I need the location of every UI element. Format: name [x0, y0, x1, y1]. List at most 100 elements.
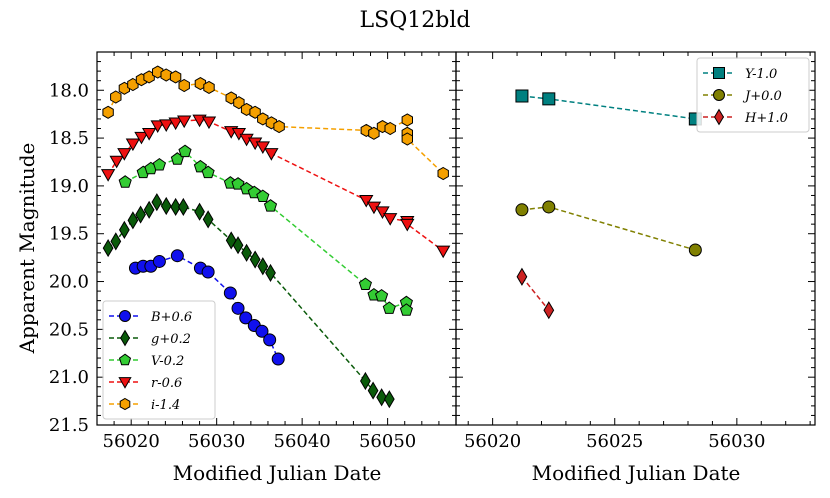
legend-marker-jp00 [713, 89, 725, 101]
data-point-im14 [194, 77, 207, 91]
series-line-rm06 [107, 119, 444, 252]
data-point-vm02 [178, 144, 192, 158]
data-point-rm06 [150, 120, 165, 133]
data-point-im14 [110, 90, 122, 104]
data-point-rm06 [359, 194, 374, 208]
data-point-bp06 [201, 265, 215, 279]
data-point-gp02 [232, 236, 244, 255]
data-point-vm02 [256, 189, 270, 202]
legend-marker-im14 [119, 397, 131, 411]
data-point-rm06 [400, 218, 415, 232]
data-point-bp06 [170, 249, 184, 263]
data-point-gp02 [177, 197, 189, 217]
legend-marker-gp02 [120, 329, 130, 347]
data-point-gp02 [160, 196, 172, 216]
data-point-gp02 [170, 197, 182, 217]
data-point-gp02 [143, 200, 155, 219]
legend-marker-hp10 [714, 108, 724, 126]
data-point-vm02 [152, 157, 166, 171]
left-x-tick-label: 56020 [103, 431, 160, 452]
data-point-vm02 [375, 288, 389, 302]
y-tick-label: 21.0 [49, 367, 89, 388]
data-point-gp02 [135, 205, 146, 224]
data-point-bp06 [223, 286, 237, 300]
data-point-vm02 [263, 199, 278, 212]
legend-label-ym10: Y-1.0 [745, 67, 777, 82]
data-point-rm06 [141, 127, 157, 141]
data-point-hp10 [543, 301, 555, 320]
data-point-bp06 [271, 352, 285, 366]
data-point-rm06 [117, 148, 132, 161]
data-point-jp00 [688, 243, 702, 257]
data-point-gp02 [249, 250, 261, 269]
data-point-im14 [273, 120, 285, 134]
data-point-ym10 [542, 92, 556, 106]
data-point-rm06 [177, 115, 192, 129]
right-axes-frame [455, 51, 816, 426]
data-point-gp02 [241, 243, 252, 262]
data-point-rm06 [125, 138, 141, 152]
left-x-tick-label: 56040 [274, 431, 331, 452]
data-point-gp02 [110, 232, 122, 251]
data-point-rm06 [201, 116, 217, 130]
data-point-im14 [178, 78, 190, 93]
legend-label-jp00: J+0.0 [742, 89, 782, 104]
data-point-im14 [160, 68, 172, 82]
data-point-im14 [102, 105, 114, 119]
legend-marker-bp06 [119, 310, 131, 322]
left-x-tick-label: 56050 [359, 431, 416, 452]
data-point-gp02 [265, 263, 276, 283]
data-point-vm02 [399, 303, 413, 316]
y-tick-label: 20.0 [49, 272, 89, 293]
legend-label-vm02: V-0.2 [151, 354, 184, 369]
data-point-im14 [257, 112, 269, 126]
data-point-gp02 [257, 257, 269, 276]
x-axis-label-left: Modified Julian Date [173, 461, 382, 485]
data-point-hp10 [516, 267, 528, 286]
data-point-rm06 [264, 148, 279, 161]
data-point-im14 [169, 70, 182, 84]
legend-label-rm06: r-0.6 [151, 376, 182, 391]
legend-marker-vm02 [118, 353, 132, 366]
series-line-gp02 [107, 201, 390, 400]
data-point-gp02 [202, 210, 214, 229]
y-axis-label: Apparent Magnitude [15, 143, 39, 355]
data-point-rm06 [109, 155, 124, 169]
legend-label-gp02: g+0.2 [151, 332, 191, 347]
data-point-im14 [401, 132, 413, 146]
right-panel: 56020 56025 56030 Y-1.0 J+0.0 H+1.0 [455, 51, 816, 452]
data-point-rm06 [383, 213, 398, 226]
series-line-hp10 [521, 276, 550, 311]
y-tick-label: 21.5 [49, 415, 89, 436]
data-point-rm06 [134, 131, 149, 145]
data-point-im14 [384, 121, 396, 136]
data-point-vm02 [382, 301, 396, 314]
legend-marker-ym10 [713, 67, 725, 79]
data-point-vm02 [201, 165, 215, 179]
data-point-gp02 [376, 388, 388, 407]
data-point-gp02 [225, 231, 237, 250]
legend-label-im14: i-1.4 [151, 398, 180, 413]
data-point-rm06 [255, 141, 270, 154]
data-point-ym10 [515, 89, 529, 103]
right-x-tick-label: 56030 [708, 431, 765, 452]
data-point-rm06 [436, 245, 451, 259]
legend-label-hp10: H+1.0 [744, 111, 788, 126]
data-point-gp02 [118, 220, 130, 239]
legend-label-bp06: B+0.6 [150, 310, 192, 325]
y-tick-label: 19.5 [49, 224, 89, 245]
data-point-bp06 [231, 301, 245, 315]
right-legend: Y-1.0 J+0.0 H+1.0 [696, 57, 810, 133]
right-x-tick-label: 56025 [586, 431, 643, 452]
left-x-tick-label: 56030 [188, 431, 245, 452]
y-tick-label: 18.5 [49, 128, 89, 149]
data-point-gp02 [383, 390, 395, 409]
figure-title: LSQ12bld [360, 8, 471, 33]
data-point-rm06 [159, 119, 174, 133]
right-x-tick-label: 56020 [464, 431, 521, 452]
data-point-vm02 [358, 277, 372, 290]
left-panel: 56020 56030 56040 56050 18.0 18.5 19.0 19.5 20.0… [49, 51, 457, 452]
y-tick-label: 19.0 [49, 176, 89, 197]
data-point-gp02 [367, 381, 379, 400]
